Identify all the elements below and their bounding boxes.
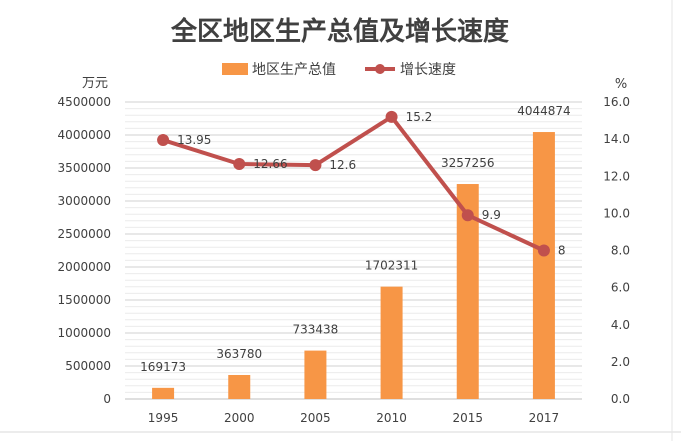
x-tick-label: 2010 — [376, 411, 407, 425]
line-point — [385, 110, 398, 123]
right-tick-label: 16.0 — [603, 95, 630, 109]
left-tick-label: 1500000 — [58, 293, 111, 307]
left-tick-label: 3500000 — [58, 161, 111, 175]
bar-data-labels: 169173 363780 733438 1702311 3257256 4044874 — [140, 104, 570, 374]
right-tick-label: 14.0 — [603, 132, 630, 146]
right-tick-label: 2.0 — [611, 355, 630, 369]
right-tick-label: 12.0 — [603, 169, 630, 183]
line-data-label: 9.9 — [482, 208, 501, 222]
x-axis-labels: 1995 2000 2005 2010 2015 2017 — [148, 411, 559, 425]
line-data-label: 8 — [558, 244, 566, 258]
gridlines — [125, 101, 582, 393]
line-data-label: 12.66 — [253, 157, 287, 171]
right-tick-label: 4.0 — [611, 318, 630, 332]
x-tick-label: 2015 — [452, 411, 483, 425]
line-data-label: 13.95 — [177, 133, 211, 147]
right-axis-unit: % — [615, 77, 627, 92]
bar-data-label: 169173 — [140, 360, 186, 374]
legend-label-gdp: 地区生产总值 — [252, 62, 336, 78]
legend-swatch-gdp — [222, 63, 248, 75]
bar-data-label: 4044874 — [517, 104, 570, 118]
left-tick-label: 4500000 — [58, 95, 111, 109]
bar — [304, 350, 327, 399]
right-tick-label: 10.0 — [603, 206, 630, 220]
right-tick-label: 0.0 — [611, 392, 630, 406]
legend: 地区生产总值 增长速度 — [222, 62, 456, 78]
left-axis-ticks: 0 500000 1000000 1500000 2000000 2500000 30000… — [58, 95, 111, 406]
bar — [152, 387, 175, 399]
x-tick-label: 2000 — [224, 411, 255, 425]
bar — [380, 286, 403, 399]
line-point — [157, 134, 170, 147]
left-tick-label: 0 — [103, 392, 111, 406]
left-tick-label: 2500000 — [58, 227, 111, 241]
legend-label-growth: 增长速度 — [400, 62, 456, 78]
bar-data-label: 363780 — [216, 347, 262, 361]
x-tick-label: 2005 — [300, 411, 331, 425]
legend-swatch-growth-marker — [375, 64, 385, 74]
line-point — [461, 209, 474, 222]
x-tick-label: 2017 — [529, 411, 560, 425]
left-tick-label: 4000000 — [58, 128, 111, 142]
growth-line — [162, 114, 545, 253]
bar-data-label: 3257256 — [441, 156, 494, 170]
x-tick-label: 1995 — [148, 411, 179, 425]
left-tick-label: 500000 — [65, 359, 111, 373]
right-axis-ticks: 0.0 2.0 4.0 6.0 8.0 10.0 12.0 14.0 16.0 — [603, 95, 630, 406]
left-tick-label: 1000000 — [58, 326, 111, 340]
bar — [532, 132, 555, 399]
line-data-label: 15.2 — [406, 110, 433, 124]
line-series — [157, 110, 550, 257]
bar — [228, 374, 251, 399]
bar-data-label: 1702311 — [365, 259, 418, 273]
line-point — [309, 159, 322, 172]
bar — [456, 184, 479, 399]
left-axis-unit: 万元 — [82, 76, 108, 91]
bar-series — [152, 132, 555, 399]
line-data-labels: 13.95 12.66 12.6 15.2 9.9 8 — [177, 110, 565, 258]
left-tick-label: 3000000 — [58, 194, 111, 208]
right-tick-label: 8.0 — [611, 244, 630, 258]
line-point — [537, 244, 550, 257]
right-tick-label: 6.0 — [611, 281, 630, 295]
bar-data-label: 733438 — [293, 323, 339, 337]
chart-title: 全区地区生产总值及增长速度 — [170, 16, 509, 47]
line-data-label: 12.6 — [329, 158, 356, 172]
line-point — [233, 157, 246, 170]
left-tick-label: 2000000 — [58, 260, 111, 274]
